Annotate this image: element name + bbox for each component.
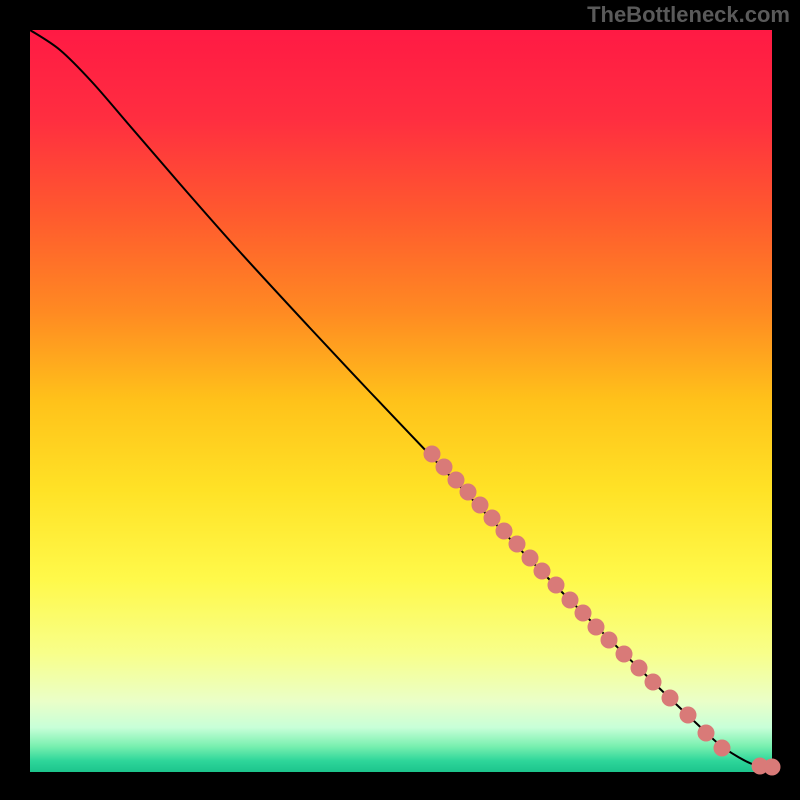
watermark-text: TheBottleneck.com bbox=[587, 2, 790, 28]
gradient-plot-area bbox=[30, 30, 772, 772]
chart-container: TheBottleneck.com bbox=[0, 0, 800, 800]
